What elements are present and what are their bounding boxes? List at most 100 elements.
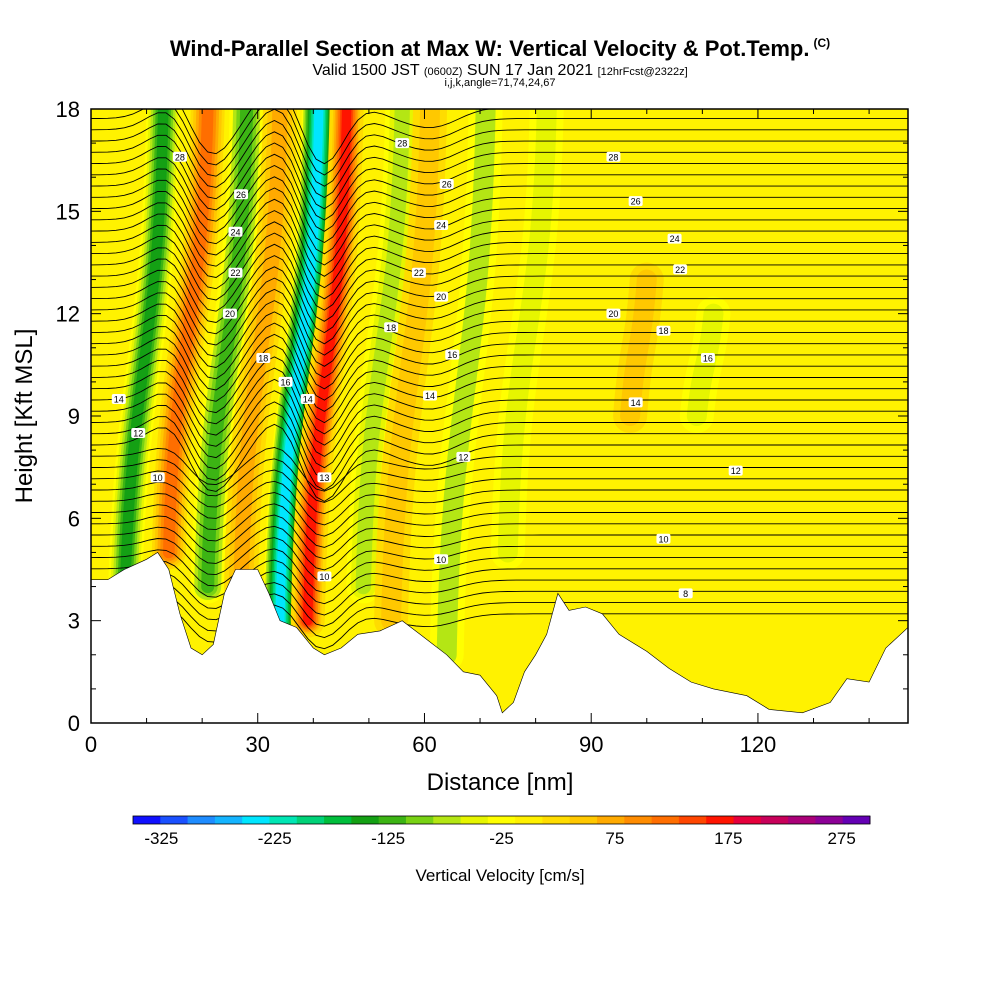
theta-contour-line (91, 311, 908, 390)
theta-label: 26 (234, 189, 249, 200)
theta-label: 13 (317, 472, 332, 483)
theta-label: 20 (606, 308, 621, 319)
theta-label-text: 14 (114, 394, 124, 404)
theta-label-text: 24 (230, 227, 240, 237)
theta-label-bg (606, 151, 621, 162)
downdraft-band-0 (107, 109, 181, 638)
colorbar-tick-label: 175 (714, 829, 742, 848)
theta-label: 16 (445, 349, 460, 360)
theta-label-text: 24 (436, 220, 446, 230)
theta-contour-line (91, 142, 908, 221)
theta-label: 14 (423, 390, 438, 401)
theta-label: 28 (395, 138, 410, 149)
y-axis: 0 3 6 9 12 15 18 (56, 97, 908, 736)
theta-label: 26 (628, 196, 643, 207)
theta-label-text: 13 (319, 473, 329, 483)
theta-label: 26 (439, 179, 454, 190)
theta-label: 28 (606, 151, 621, 162)
theta-contour-line (91, 333, 908, 412)
updraft-band-1 (151, 109, 225, 570)
theta-label: 22 (228, 267, 243, 278)
theta-label: 10 (656, 533, 671, 544)
theta-label-bg (656, 533, 671, 544)
theta-label: 24 (667, 233, 682, 244)
theta-contour-line (91, 232, 908, 311)
theta-contour-line (91, 458, 908, 503)
theta-contour-line (91, 300, 908, 379)
theta-contour-line (91, 109, 908, 176)
colorbar-swatch (187, 816, 216, 824)
colorbar-swatch (515, 816, 543, 824)
theta-label-bg (434, 554, 449, 565)
colorbar-swatch (760, 816, 789, 824)
theta-label-text: 22 (230, 268, 240, 278)
colorbar-swatch (678, 816, 707, 824)
theta-label-bg (728, 465, 743, 476)
y-axis-label: Height [Kft MSL] (11, 329, 38, 504)
colorbar-swatch (651, 816, 680, 824)
theta-label-text: 28 (397, 139, 407, 149)
theta-contour-line (91, 390, 908, 469)
band-layer (620, 269, 657, 426)
y-tick-label: 12 (56, 302, 80, 327)
theta-label: 8 (678, 588, 693, 599)
theta-contour-line (91, 109, 908, 187)
colorbar-tick-label: 275 (827, 829, 855, 848)
x-tick-label: 120 (740, 732, 777, 757)
theta-label-bg (628, 196, 643, 207)
theta-label-text: 26 (442, 180, 452, 190)
theta-contour-line (91, 356, 908, 435)
colorbar-swatch (624, 816, 653, 824)
theta-label: 12 (131, 428, 146, 439)
theta-label-text: 28 (608, 152, 618, 162)
colorbar-swatch (269, 816, 298, 824)
theta-label-bg (228, 267, 243, 278)
theta-label-text: 20 (608, 309, 618, 319)
theta-contour-line (91, 345, 908, 424)
theta-label-bg (234, 189, 249, 200)
chart-title: Wind-Parallel Section at Max W: Vertical… (0, 36, 1000, 62)
theta-label-bg (411, 267, 426, 278)
colorbar-swatch (133, 816, 161, 824)
colorbar-tick-label: -325 (144, 829, 178, 848)
velocity-bands (107, 109, 731, 672)
theta-contour-line (91, 288, 908, 367)
theta-label-bg (673, 264, 688, 275)
colorbar-swatch (324, 816, 352, 824)
colorbar-swatch (706, 816, 735, 824)
theta-contour-line (91, 131, 908, 210)
theta-label-bg (317, 571, 332, 582)
theta-contour-line (91, 243, 908, 322)
colorbar-swatch (433, 816, 462, 824)
theta-contour-line (91, 537, 908, 582)
theta-label-bg (256, 353, 271, 364)
terrain (91, 552, 908, 723)
theta-label-text: 18 (386, 323, 396, 333)
theta-label: 10 (317, 571, 332, 582)
theta-label-bg (423, 390, 438, 401)
theta-contour-line (91, 367, 908, 446)
theta-label-bg (445, 349, 460, 360)
theta-label-bg (667, 233, 682, 244)
theta-label-text: 10 (658, 534, 668, 544)
theta-label-bg (111, 393, 126, 404)
downdraft-band-4 (262, 109, 336, 638)
plot-area: 28 26 24 22 20 18 16 14 13 10 14 12 10 28 26 24 22 20 18 16… (91, 109, 908, 723)
terrain-outline (91, 551, 908, 714)
colorbar-swatch (569, 816, 598, 824)
colorbar-swatch (460, 816, 489, 824)
colorbar-swatch (378, 816, 407, 824)
theta-label: 28 (172, 151, 187, 162)
band-layer (381, 109, 441, 631)
theta-label-text: 14 (631, 398, 641, 408)
theta-label-text: 8 (683, 589, 688, 599)
colorbar-swatch (542, 816, 571, 824)
x-tick-label: 90 (579, 732, 603, 757)
colorbar-swatch (842, 816, 871, 824)
band-layer (497, 109, 557, 563)
theta-label-text: 18 (658, 326, 668, 336)
theta-label: 12 (728, 465, 743, 476)
colorbar-frame (132, 815, 871, 825)
theta-label-text: 12 (133, 429, 143, 439)
theta-label: 12 (456, 451, 471, 462)
